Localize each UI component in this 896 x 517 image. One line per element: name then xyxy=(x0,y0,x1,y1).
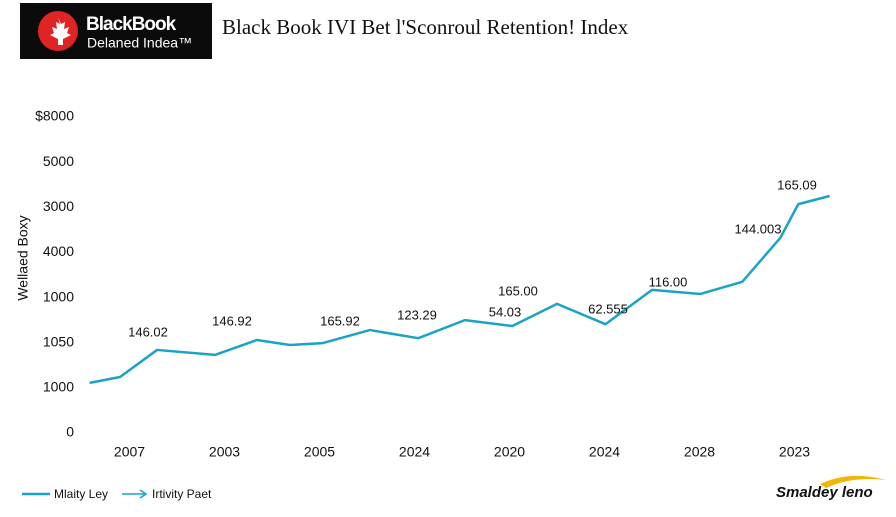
chart-title: Black Book IVI Bet l'Sconroul Retention!… xyxy=(222,15,629,39)
legend-label: Mlaity Ley xyxy=(54,487,108,501)
annotation: 54.03 xyxy=(489,304,522,319)
brand-name: BlackBook xyxy=(86,14,177,35)
annotation: 123.29 xyxy=(397,307,437,322)
x-tick-label: 2007 xyxy=(114,444,145,460)
annotation: 146.02 xyxy=(128,324,168,339)
x-tick-label: 2024 xyxy=(399,444,430,460)
logo-swoosh xyxy=(820,475,886,488)
x-tick-label: 2023 xyxy=(779,444,810,460)
annotation: 165.00 xyxy=(498,283,538,298)
y-tick-label: 1050 xyxy=(43,333,74,349)
x-tick-label: 2024 xyxy=(589,444,620,460)
annotation: 116.00 xyxy=(649,274,688,289)
x-tick-label: 2020 xyxy=(494,444,525,460)
annotation: 146.92 xyxy=(212,313,252,328)
y-axis-label: Wellaed Boxy xyxy=(15,215,31,300)
legend-label: Irtivity Paet xyxy=(152,487,212,501)
data-line xyxy=(89,194,830,385)
x-tick-label: 2028 xyxy=(684,444,715,460)
annotation: 62.555 xyxy=(588,301,628,316)
y-tick-label: 4000 xyxy=(43,243,74,259)
annotation: 165.92 xyxy=(320,313,360,328)
annotation: 165.09 xyxy=(777,177,817,192)
y-tick-label: 3000 xyxy=(43,198,74,214)
maple-leaf xyxy=(50,17,71,45)
legend-arrowhead xyxy=(139,489,148,499)
y-tick-label: 1000 xyxy=(43,288,74,304)
x-tick-label: 2003 xyxy=(209,444,240,460)
y-tick-label: $8000 xyxy=(35,108,74,124)
annotation: 144.003 xyxy=(735,221,782,236)
brand-sub: Delaned Indea™ xyxy=(87,35,192,51)
y-tick-label: 0 xyxy=(66,424,74,440)
x-tick-label: 2005 xyxy=(304,444,335,460)
y-tick-label: 1000 xyxy=(43,379,74,395)
footer-logo: Smaldey leno xyxy=(776,484,873,501)
y-tick-label: 5000 xyxy=(43,153,74,169)
